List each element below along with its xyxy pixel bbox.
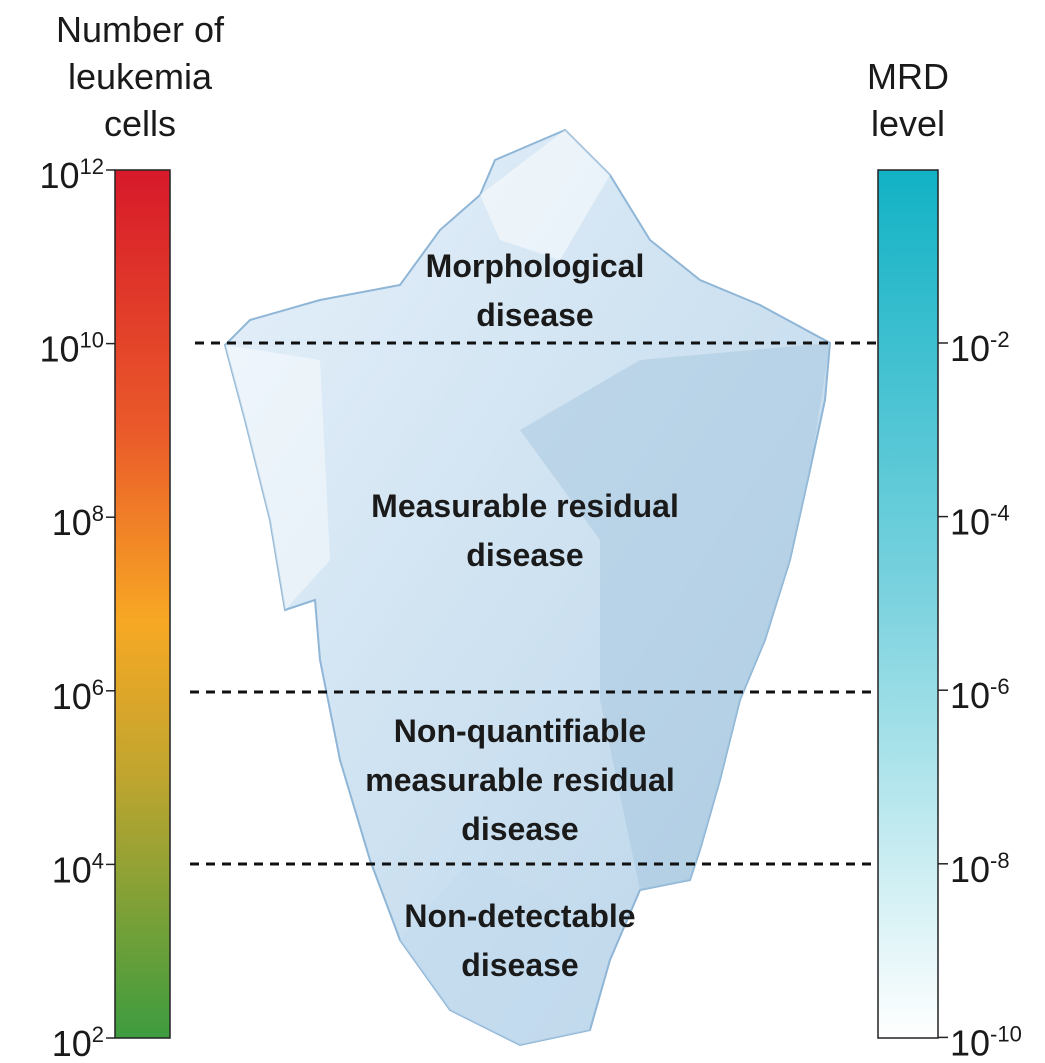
region-label: disease [466,537,583,573]
region-label: disease [461,947,578,983]
figure: Number ofleukemiacellsMRDlevel1012101010… [0,0,1045,1058]
region-label: disease [476,297,593,333]
tick-exponent: 6 [92,675,104,700]
axis-title: MRD [867,56,949,97]
region-label: Non-quantifiable [394,713,646,749]
tick-label: 10-8 [950,848,1010,890]
tick-base: 10 [52,502,92,543]
tick-base: 10 [950,502,990,543]
axis-title: cells [104,103,176,144]
region-label: measurable residual [365,762,674,798]
tick-exponent: -4 [990,501,1010,526]
tick-base: 10 [39,155,79,196]
tick-label: 102 [52,1022,104,1058]
region-label: Measurable residual [371,488,679,524]
tick-exponent: -10 [990,1021,1022,1046]
tick-base: 10 [950,1022,990,1058]
tick-label: 10-10 [950,1021,1022,1058]
tick-base: 10 [950,675,990,716]
axis-title: leukemia [68,56,213,97]
tick-label: 104 [52,848,104,890]
tick-base: 10 [950,328,990,369]
region-label: disease [461,811,578,847]
mrd-level-bar [878,170,938,1038]
tick-exponent: 2 [92,1022,104,1047]
tick-base: 10 [52,1023,92,1058]
tick-label: 10-6 [950,674,1010,716]
page: Number ofleukemiacellsMRDlevel1012101010… [0,0,1045,1058]
axis-title: Number of [56,9,225,50]
tick-base: 10 [52,849,92,890]
tick-label: 108 [52,501,104,543]
tick-exponent: 4 [92,848,104,873]
tick-exponent: -8 [990,848,1010,873]
axis-title: level [871,103,945,144]
tick-exponent: -2 [990,327,1010,352]
tick-exponent: 8 [92,501,104,526]
tick-label: 10-2 [950,327,1010,369]
tick-label: 1010 [39,328,104,370]
tick-exponent: -6 [990,674,1010,699]
tick-label: 10-4 [950,501,1010,543]
tick-label: 106 [52,675,104,717]
region-label: Morphological [426,248,645,284]
tick-base: 10 [39,329,79,370]
tick-base: 10 [52,676,92,717]
tick-label: 1012 [39,154,104,196]
tick-exponent: 12 [80,154,104,179]
region-label: Non-detectable [404,898,635,934]
cell-count-bar [115,170,170,1038]
tick-base: 10 [950,849,990,890]
tick-exponent: 10 [80,328,104,353]
